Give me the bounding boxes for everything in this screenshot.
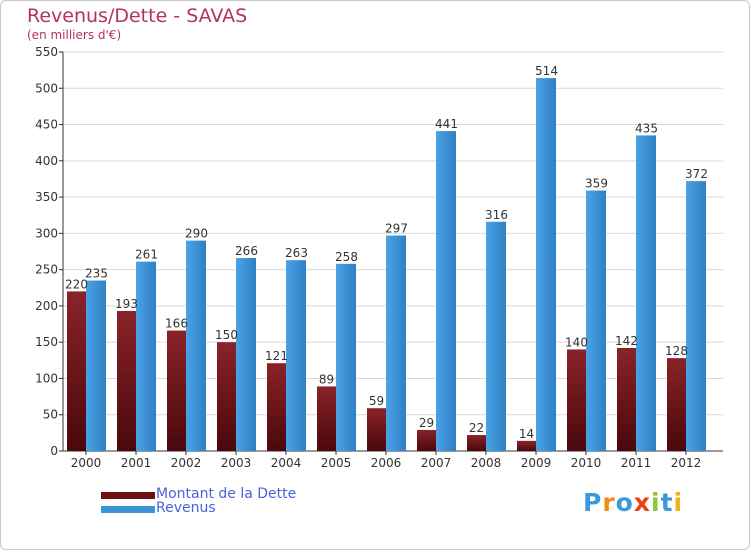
bar-revenus-2010: [586, 190, 606, 451]
bar-revenus-2009: [536, 78, 556, 451]
bar-dette-2008: [467, 435, 486, 451]
y-tick-label: 500: [35, 81, 58, 95]
data-label-dette-2005: 89: [319, 372, 334, 386]
data-label-dette-2010: 140: [565, 335, 588, 349]
bar-revenus-2000: [86, 280, 106, 451]
data-label-dette-2009: 14: [519, 427, 534, 441]
x-tick-label-2002: 2002: [171, 456, 202, 470]
x-tick-label-2012: 2012: [671, 456, 702, 470]
data-label-revenus-2011: 435: [635, 121, 658, 135]
data-label-revenus-2001: 261: [135, 248, 158, 262]
data-label-revenus-2002: 290: [185, 227, 208, 241]
y-tick-label: 0: [50, 444, 58, 458]
data-label-dette-2003: 150: [215, 328, 238, 342]
bar-dette-2009: [517, 440, 536, 451]
data-label-revenus-2009: 514: [535, 64, 558, 78]
bar-dette-2006: [367, 408, 386, 451]
data-label-revenus-2007: 441: [435, 117, 458, 131]
logo-letter: t: [660, 488, 674, 517]
y-tick-label: 400: [35, 154, 58, 168]
logo-letter: r: [602, 488, 616, 517]
y-tick-label: 50: [43, 408, 58, 422]
bar-revenus-2001: [136, 261, 156, 451]
bar-dette-2004: [267, 363, 286, 451]
x-tick-label-2007: 2007: [421, 456, 452, 470]
bar-dette-2007: [417, 429, 436, 451]
data-label-revenus-2000: 235: [85, 267, 108, 281]
bar-dette-2005: [317, 386, 336, 451]
bar-dette-2010: [567, 349, 586, 451]
legend-swatch-debt: [101, 492, 155, 499]
data-label-revenus-2003: 266: [235, 244, 258, 258]
logo-letter: P: [583, 488, 603, 517]
y-tick-label: 450: [35, 118, 58, 132]
x-tick-label-2004: 2004: [271, 456, 302, 470]
proxiti-logo: Proxiti: [583, 488, 683, 517]
y-tick-label: 250: [35, 263, 58, 277]
data-label-dette-2002: 166: [165, 317, 188, 331]
bar-revenus-2008: [486, 221, 506, 451]
bars: [67, 78, 706, 452]
legend-label-debt: Montant de la Dette: [156, 486, 297, 502]
bar-revenus-2007: [436, 131, 456, 452]
bar-dette-2001: [117, 310, 136, 451]
bar-dette-2012: [667, 358, 686, 451]
logo-letter: i: [673, 488, 684, 517]
data-label-revenus-2012: 372: [685, 167, 708, 181]
x-tick-label-2005: 2005: [321, 456, 352, 470]
data-label-dette-2006: 59: [369, 394, 384, 408]
x-tick-label-2003: 2003: [221, 456, 252, 470]
bar-dette-2000: [67, 291, 86, 451]
logo-letter: i: [651, 488, 661, 517]
chart-title: Revenus/Dette - SAVAS: [27, 5, 248, 27]
bar-revenus-2002: [186, 240, 206, 451]
bar-revenus-2011: [636, 135, 656, 451]
logo-letter: x: [633, 488, 651, 517]
x-tick-label-2000: 2000: [71, 456, 102, 470]
bar-revenus-2004: [286, 260, 306, 451]
data-label-revenus-2010: 359: [585, 177, 608, 191]
bar-revenus-2003: [236, 258, 256, 451]
data-label-dette-2011: 142: [615, 334, 638, 348]
bar-revenus-2006: [386, 235, 406, 451]
chart-subtitle: (en milliers d'€): [27, 28, 122, 42]
y-tick-label: 550: [35, 45, 58, 59]
y-tick-label: 300: [35, 226, 58, 240]
bar-dette-2011: [617, 347, 636, 451]
bar-revenus-2012: [686, 181, 706, 451]
data-label-revenus-2004: 263: [285, 246, 308, 260]
data-label-revenus-2008: 316: [485, 208, 508, 222]
x-tick-label-2010: 2010: [571, 456, 602, 470]
data-label-revenus-2005: 258: [335, 250, 358, 264]
data-label-dette-2004: 121: [265, 349, 288, 363]
data-label-dette-2001: 193: [115, 297, 138, 311]
bar-dette-2003: [217, 342, 236, 451]
x-tick-label-2008: 2008: [471, 456, 502, 470]
x-tick-label-2009: 2009: [521, 456, 552, 470]
y-tick-label: 100: [35, 371, 58, 385]
legend-label-revenus: Revenus: [156, 500, 216, 516]
data-label-dette-2012: 128: [665, 344, 688, 358]
data-label-dette-2000: 220: [65, 277, 88, 291]
y-tick-label: 200: [35, 299, 58, 313]
x-tick-label-2011: 2011: [621, 456, 652, 470]
x-tick-label-2001: 2001: [121, 456, 152, 470]
data-label-dette-2007: 29: [419, 416, 434, 430]
y-tick-label: 350: [35, 190, 58, 204]
data-label-dette-2008: 22: [469, 421, 484, 435]
axes: 0 50 100 150 200 250 300 350 400 450 500 550 2000 200…: [35, 45, 723, 470]
logo-letter: o: [615, 488, 634, 517]
x-tick-label-2006: 2006: [371, 456, 402, 470]
legend-swatch-revenus: [101, 506, 155, 513]
bar-revenus-2005: [336, 263, 356, 451]
data-label-revenus-2006: 297: [385, 222, 408, 236]
y-tick-label: 150: [35, 335, 58, 349]
bar-dette-2002: [167, 330, 186, 451]
